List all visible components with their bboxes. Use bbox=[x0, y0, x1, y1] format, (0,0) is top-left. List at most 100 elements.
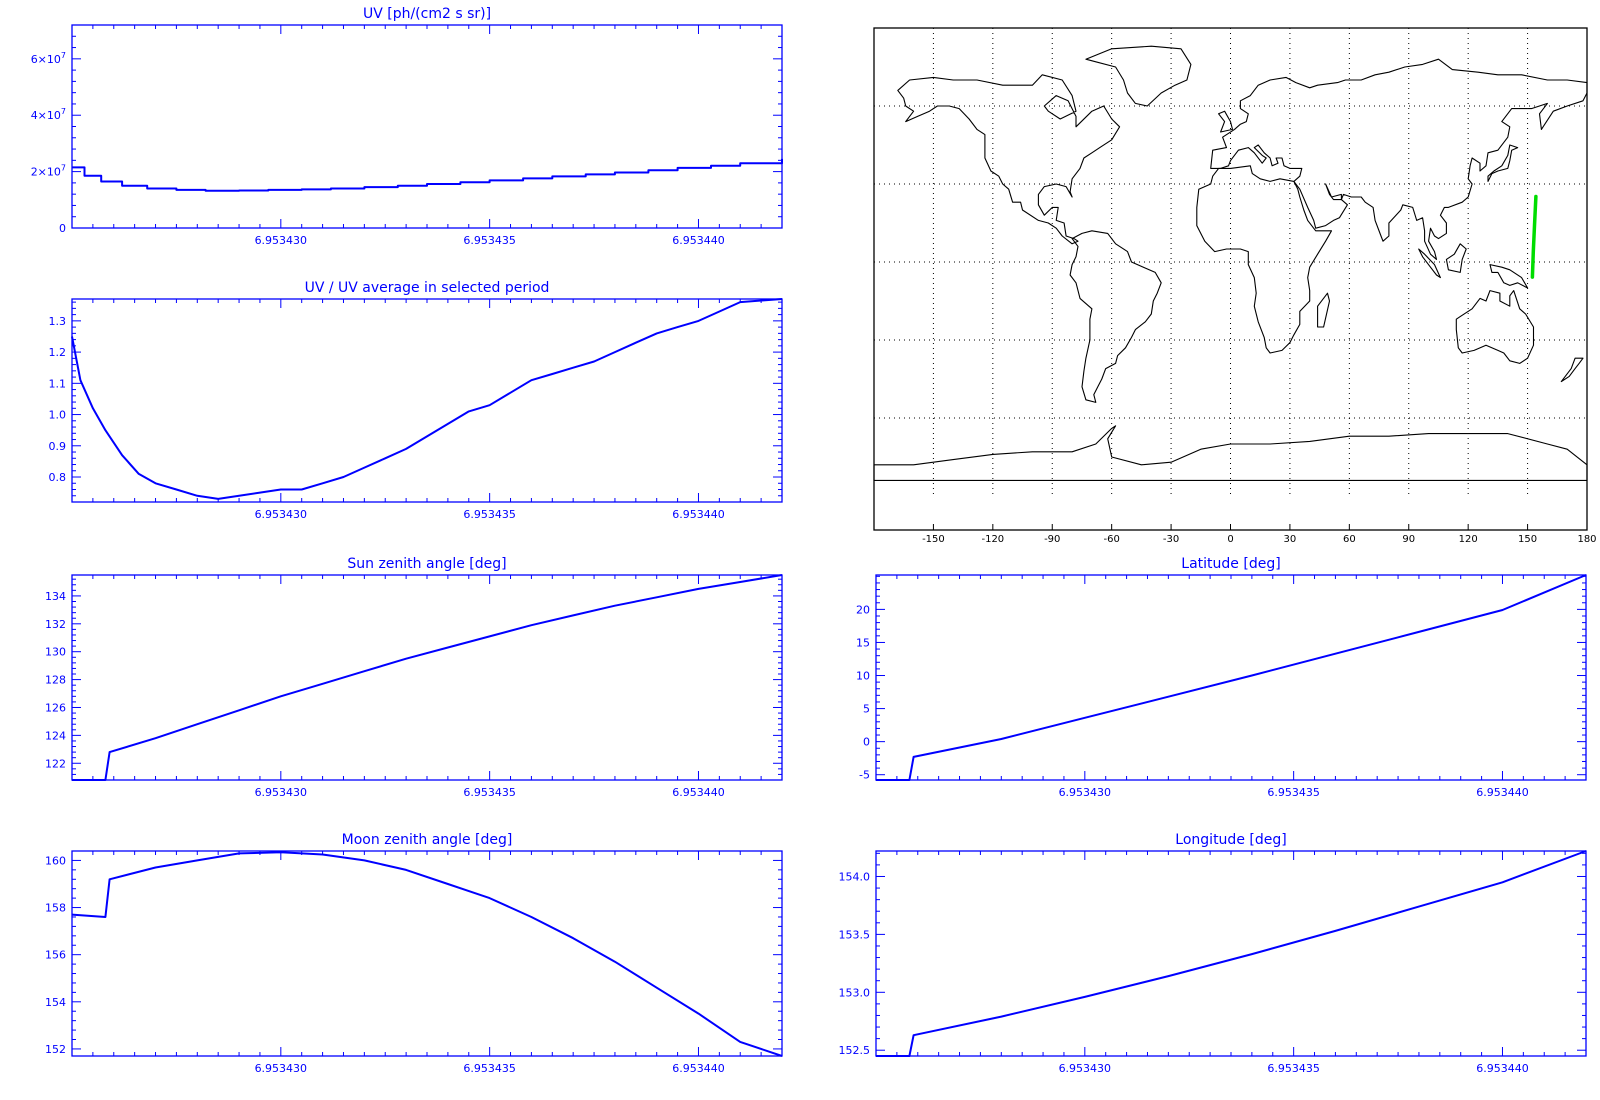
uvratio-xtick-label: 6.953430 bbox=[255, 508, 308, 521]
uv-series-line bbox=[72, 158, 783, 192]
lon-frame bbox=[875, 850, 1587, 1057]
uvratio-panel: UV / UV average in selected period bbox=[71, 280, 783, 503]
mza-ytick-label: 152 bbox=[45, 1043, 66, 1056]
map-coastline-eurasia bbox=[1210, 58, 1588, 260]
map-xtick-label: 30 bbox=[1284, 534, 1297, 545]
lat-marks: 6.953430 6.953435 6.953440 -5 0 5 10 15 20 bbox=[856, 574, 1587, 799]
uv-frame bbox=[71, 24, 783, 229]
sza-ytick-label: 134 bbox=[45, 590, 66, 603]
map-coastline-uk bbox=[1218, 110, 1234, 133]
map-coastline-australia bbox=[1455, 290, 1535, 364]
sza-ytick-label-base: 124 bbox=[45, 729, 66, 742]
uvratio-ytick-label-base: 1.2 bbox=[49, 346, 67, 359]
sza-ytick-label: 124 bbox=[45, 729, 66, 742]
mza-ytick-label: 156 bbox=[45, 949, 66, 962]
uvratio-ytick-label-base: 0.8 bbox=[49, 471, 67, 484]
map-xtick-label: -90 bbox=[1044, 534, 1060, 545]
map-coastline-japan bbox=[1487, 144, 1519, 182]
uvratio-ytick-label-base: 0.9 bbox=[49, 440, 67, 453]
mza-xtick-label: 6.953435 bbox=[463, 1062, 516, 1075]
uv-ytick-label-exponent: 7 bbox=[61, 107, 66, 116]
uv-ytick-label-base: 0 bbox=[59, 222, 66, 235]
map-xtick-label: 120 bbox=[1459, 534, 1478, 545]
uv-ytick-label-base: 4×10 bbox=[31, 109, 61, 122]
map-coastline-north-america bbox=[897, 74, 1121, 245]
map-coastline-arabia-gulf bbox=[1325, 183, 1342, 201]
lon-ytick-label-base: 152.5 bbox=[839, 1044, 871, 1057]
uvratio-ytick-label: 0.8 bbox=[49, 471, 67, 484]
uv-ytick-label: 2×107 bbox=[31, 164, 66, 179]
sza-panel: Sun zenith angle [deg] bbox=[71, 556, 783, 781]
map-coastline-greenland bbox=[1085, 45, 1192, 107]
lat-ytick-label-base: -5 bbox=[859, 769, 870, 782]
lat-xtick-label: 6.953435 bbox=[1267, 786, 1320, 799]
uvratio-ytick-label: 0.9 bbox=[49, 440, 67, 453]
mza-series-line bbox=[71, 851, 783, 1057]
lon-marks: 6.953430 6.953435 6.953440 152.5 153.0 153.5 1… bbox=[839, 850, 1587, 1075]
uvratio-frame bbox=[71, 298, 783, 503]
lat-ytick-label: 5 bbox=[863, 703, 870, 716]
mza-ytick-label: 158 bbox=[45, 902, 66, 915]
uvratio-ytick-label: 1.2 bbox=[49, 346, 67, 359]
sza-ytick-label-base: 134 bbox=[45, 590, 66, 603]
mza-ytick-label-base: 158 bbox=[45, 902, 66, 915]
lat-series-line bbox=[876, 574, 1587, 781]
lat-ytick-label: 15 bbox=[856, 636, 870, 649]
uv-xtick-label: 6.953430 bbox=[255, 234, 308, 247]
lon-title: Longitude [deg] bbox=[1175, 832, 1286, 848]
uvratio-series-line bbox=[71, 298, 783, 500]
sza-ytick-label-base: 126 bbox=[45, 701, 66, 714]
uv-ytick-label: 0 bbox=[59, 222, 66, 235]
sza-ytick-label: 122 bbox=[45, 757, 66, 770]
map-xtick-label: -30 bbox=[1163, 534, 1179, 545]
uv-title: UV [ph/(cm2 s sr)] bbox=[363, 6, 491, 22]
sza-xtick-label: 6.953435 bbox=[463, 786, 516, 799]
uvratio-ytick-label: 1.3 bbox=[49, 315, 67, 328]
sza-ytick-label: 126 bbox=[45, 701, 66, 714]
lat-xtick-label: 6.953430 bbox=[1059, 786, 1112, 799]
lat-ytick-label: 0 bbox=[863, 736, 870, 749]
uvratio-xtick-label: 6.953435 bbox=[463, 508, 516, 521]
sza-ytick-label-base: 132 bbox=[45, 618, 66, 631]
lat-frame bbox=[875, 574, 1587, 781]
lat-xtick-label: 6.953440 bbox=[1476, 786, 1529, 799]
lat-ytick-label-base: 0 bbox=[863, 736, 870, 749]
map-coastline-sumatra bbox=[1418, 248, 1441, 279]
map-xtick-label: -60 bbox=[1103, 534, 1119, 545]
map-xtick-label: 0 bbox=[1227, 534, 1233, 545]
uvratio-marks: 6.953430 6.953435 6.953440 0.8 0.9 1.0 1.1 1.2 1… bbox=[49, 298, 783, 521]
sza-ytick-label-base: 128 bbox=[45, 674, 66, 687]
map-xtick-label: 150 bbox=[1518, 534, 1537, 545]
mza-ytick-label-base: 152 bbox=[45, 1043, 66, 1056]
lon-ytick-label: 153.5 bbox=[839, 928, 871, 941]
uvratio-ytick-label-base: 1.1 bbox=[49, 377, 67, 390]
uvratio-ytick-label-base: 1.3 bbox=[49, 315, 67, 328]
map-marks: -150 -120 -90 -60 -30 0 30 60 90 120 150 180 bbox=[874, 28, 1597, 545]
uvratio-ytick-label: 1.0 bbox=[49, 409, 67, 422]
lat-title: Latitude [deg] bbox=[1181, 556, 1280, 572]
uv-xtick-label: 6.953440 bbox=[672, 234, 725, 247]
map-xtick-label: 180 bbox=[1577, 534, 1596, 545]
uv-ytick-label: 6×107 bbox=[31, 51, 66, 66]
lat-panel: Latitude [deg] bbox=[875, 556, 1587, 781]
mza-frame bbox=[71, 850, 783, 1057]
mza-ytick-label: 160 bbox=[45, 854, 66, 867]
sza-ytick-label-base: 130 bbox=[45, 646, 66, 659]
uv-ytick-label-exponent: 7 bbox=[61, 164, 66, 173]
sza-ytick-label-base: 122 bbox=[45, 757, 66, 770]
mza-title: Moon zenith angle [deg] bbox=[342, 832, 513, 848]
sza-ytick-label: 130 bbox=[45, 646, 66, 659]
map-coastlines bbox=[873, 45, 1588, 481]
lat-ytick-label-base: 10 bbox=[856, 670, 870, 683]
lon-ytick-label-base: 153.5 bbox=[839, 928, 871, 941]
sza-xtick-label: 6.953430 bbox=[255, 786, 308, 799]
map-coastline-africa bbox=[1196, 165, 1333, 354]
map-coastline-new-guinea bbox=[1489, 264, 1529, 289]
lon-xtick-label: 6.953435 bbox=[1267, 1062, 1320, 1075]
lon-ytick-label-base: 154.0 bbox=[839, 870, 871, 883]
lon-series-line bbox=[876, 850, 1587, 1057]
lat-ytick-label-base: 5 bbox=[863, 703, 870, 716]
lat-ytick-label: -5 bbox=[859, 769, 870, 782]
map-coastline-new-zealand bbox=[1560, 357, 1584, 383]
